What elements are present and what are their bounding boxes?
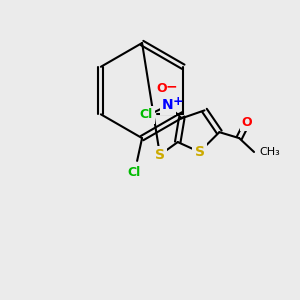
Text: +: +: [172, 95, 183, 108]
Text: N: N: [162, 98, 174, 112]
Text: CH₃: CH₃: [259, 147, 280, 157]
Text: −: −: [166, 80, 178, 94]
Text: O: O: [157, 82, 167, 95]
Text: O: O: [143, 109, 153, 122]
Text: O: O: [242, 116, 252, 129]
Text: S: S: [155, 148, 165, 162]
Text: Cl: Cl: [139, 108, 152, 121]
Text: S: S: [194, 145, 205, 159]
Text: Cl: Cl: [128, 166, 141, 179]
